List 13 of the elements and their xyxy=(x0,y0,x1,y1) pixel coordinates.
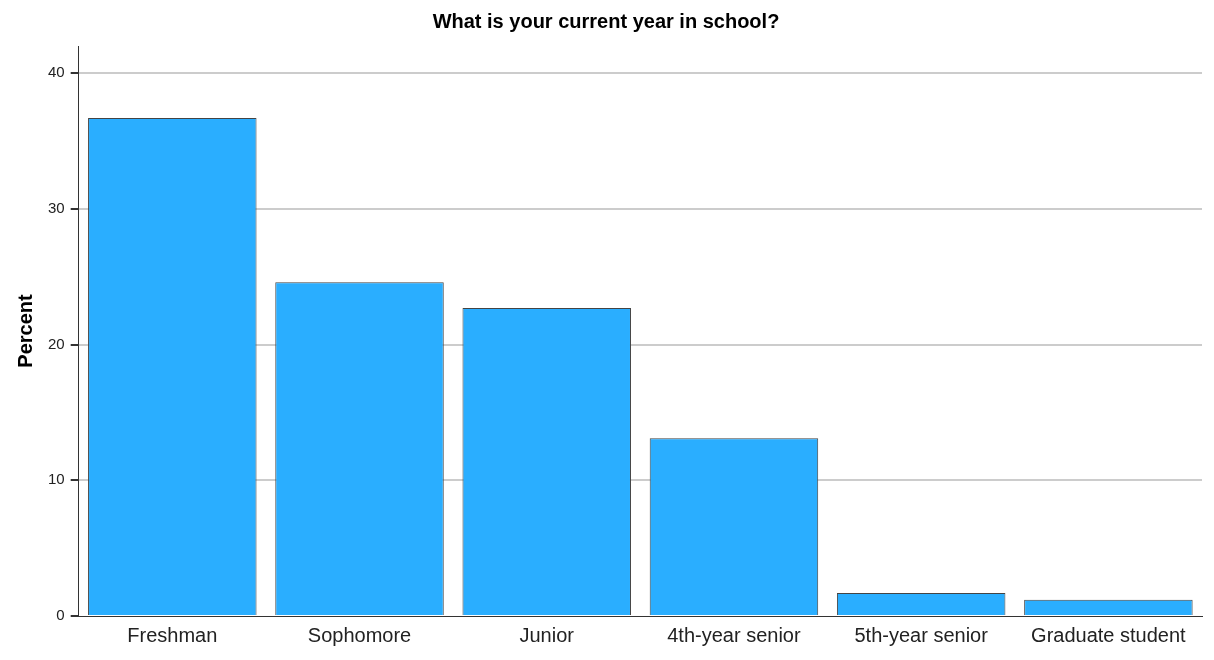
y-tick-label: 20 xyxy=(48,334,65,352)
y-tick-label: 40 xyxy=(48,63,65,81)
y-tick-label: 0 xyxy=(56,606,65,624)
x-tick-label: Graduate student xyxy=(1031,623,1187,646)
chart-title: What is your current year in school? xyxy=(432,9,780,32)
x-tick-label: 4th-year senior xyxy=(667,623,801,646)
x-tick-label: Freshman xyxy=(127,623,218,646)
y-tick-label: 30 xyxy=(48,199,65,216)
x-tick-label: 5th-year senior xyxy=(854,623,989,646)
y-axis-title: Percent xyxy=(13,293,36,368)
x-tick-label: Sophomore xyxy=(307,623,412,646)
x-tick-label: Junior xyxy=(519,623,575,646)
y-tick-label: 10 xyxy=(48,470,65,488)
